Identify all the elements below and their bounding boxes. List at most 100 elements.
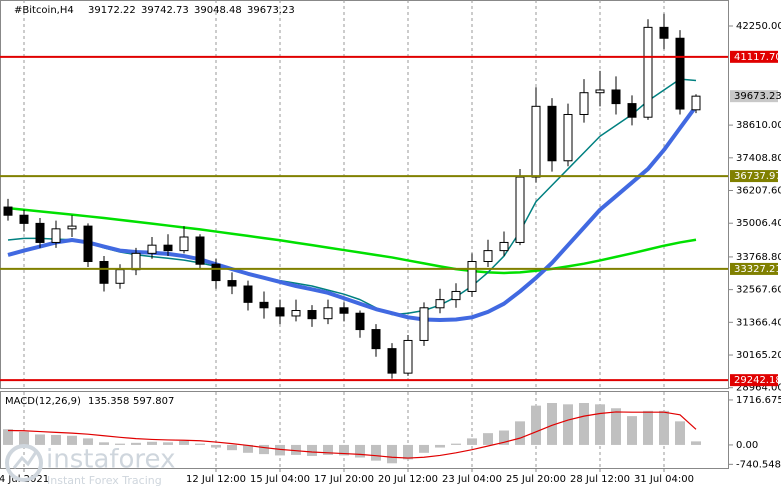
macd-bar <box>371 444 381 461</box>
macd-bar <box>227 444 237 451</box>
candle-body <box>211 263 221 282</box>
candle-body <box>83 225 93 263</box>
candle-body <box>419 307 429 341</box>
candle-body <box>675 37 685 110</box>
macd-y-tick-label: 1716.675 <box>736 395 781 406</box>
candle-body <box>163 244 173 252</box>
macd-bar <box>211 444 221 448</box>
price-label: 39673.23 <box>734 91 781 102</box>
macd-bar <box>643 410 653 445</box>
y-tick-label: 33768.80 <box>736 252 781 263</box>
candle-body <box>227 280 237 287</box>
candle-body <box>259 301 269 309</box>
macd-y-tick-label: -740.548 <box>736 459 781 470</box>
macd-bar <box>323 444 333 455</box>
macd-bar <box>291 444 301 455</box>
x-tick-label: 15 Jul 04:00 <box>250 474 310 485</box>
ohlc-high: 39742.73 <box>141 5 189 16</box>
candle-body <box>435 299 445 309</box>
macd-bar <box>499 430 509 445</box>
macd-bar <box>483 433 493 445</box>
level-label: 29242.18 <box>734 375 781 386</box>
x-tick-label: 17 Jul 20:00 <box>314 474 374 485</box>
macd-bar <box>307 444 317 456</box>
candle-body <box>19 214 29 224</box>
macd-bar <box>531 405 541 445</box>
watermark-icon-line <box>12 451 38 469</box>
y-tick-label: 38610.00 <box>736 120 781 131</box>
y-tick-label: 32567.60 <box>736 285 781 296</box>
x-tick-label: 25 Jul 20:00 <box>506 474 566 485</box>
y-tick-label: 30165.20 <box>736 350 781 361</box>
y-tick-label: 31366.40 <box>736 317 781 328</box>
candle-body <box>643 26 653 118</box>
y-tick-label: 28964.00 <box>736 383 781 394</box>
candle-body <box>323 307 333 320</box>
candle-body <box>579 92 589 115</box>
macd-bar <box>611 408 621 445</box>
candle-body <box>147 244 157 254</box>
x-tick-label: 12 Jul 12:00 <box>186 474 246 485</box>
symbol-title: #Bitcoin,H4 <box>14 5 74 16</box>
ohlc-open: 39172.22 <box>88 5 136 16</box>
macd-bar <box>675 421 685 445</box>
x-tick-label: 28 Jul 12:00 <box>570 474 630 485</box>
x-tick-label: 20 Jul 12:00 <box>378 474 438 485</box>
moving-average <box>7 206 697 275</box>
candle-body <box>195 236 205 265</box>
watermark-tagline: Instant Forex Tracing <box>47 474 162 487</box>
candle-body <box>499 241 509 252</box>
candle-body <box>115 269 125 284</box>
watermark-icon <box>5 444 43 482</box>
x-tick-label: 31 Jul 04:00 <box>634 474 694 485</box>
macd-bar <box>195 443 205 445</box>
candle-body <box>99 261 109 284</box>
macd-bar <box>51 434 61 445</box>
level-label-box <box>730 50 778 63</box>
level-label-box <box>730 262 778 275</box>
macd-signal-value: 597.807 <box>133 396 174 407</box>
macd-bar <box>3 429 13 445</box>
y-tick-label: 35006.40 <box>736 218 781 229</box>
candle-body <box>67 225 77 230</box>
level-label: 33327.21 <box>734 264 781 275</box>
candle-body <box>595 89 605 94</box>
candle-body <box>3 206 13 216</box>
macd-bar <box>515 421 525 445</box>
candle-body <box>547 105 557 162</box>
macd-bar <box>339 444 349 456</box>
macd-bar <box>179 441 189 445</box>
candle-body <box>307 310 317 320</box>
y-tick-label: 42250.00 <box>736 21 781 32</box>
price-panel-frame <box>0 0 729 389</box>
candle-body <box>483 250 493 263</box>
macd-bar <box>131 442 141 445</box>
macd-bar <box>19 431 29 445</box>
ohlc-close: 39673.23 <box>247 5 295 16</box>
macd-bar <box>547 403 557 445</box>
macd-bar <box>147 441 157 445</box>
candle-body <box>51 228 61 243</box>
candle-body <box>467 261 477 292</box>
macd-bar <box>563 404 573 445</box>
candle-body <box>355 312 365 331</box>
level-label: 41117.70 <box>734 52 781 63</box>
macd-hist-value: 135.358 <box>88 396 129 407</box>
moving-average <box>7 105 698 323</box>
candle-body <box>243 285 253 303</box>
candle-body <box>339 307 349 314</box>
macd-bar <box>435 444 445 448</box>
macd-bar <box>691 441 701 445</box>
candle-body <box>451 290 461 301</box>
macd-bar <box>83 438 93 445</box>
macd-bar <box>115 443 125 445</box>
level-label-box <box>730 170 778 183</box>
macd-bar <box>419 444 429 453</box>
macd-bar <box>627 416 637 445</box>
macd-bar <box>355 444 365 458</box>
macd-bar <box>163 442 173 445</box>
macd-signal <box>7 411 697 459</box>
candle-body <box>659 26 669 39</box>
